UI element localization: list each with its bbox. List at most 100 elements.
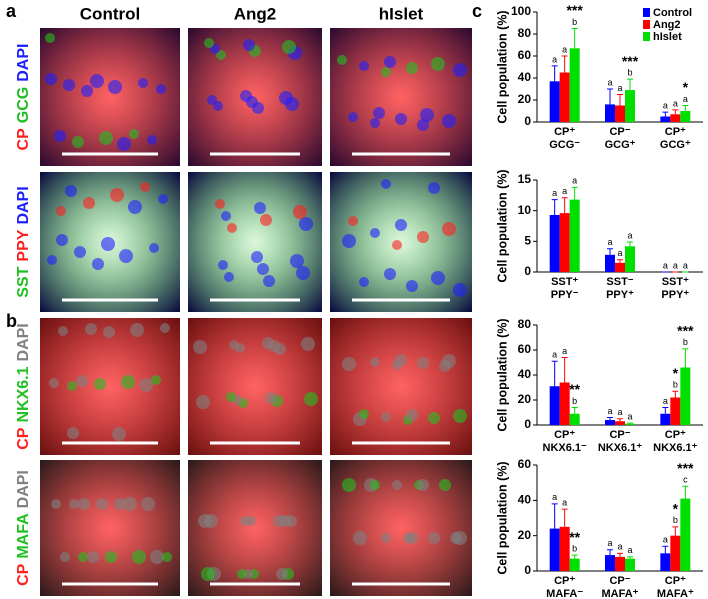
x-tick-label: NKX6.1⁻ [543, 442, 588, 454]
error-bar [561, 357, 568, 383]
significance-letter: a [627, 230, 632, 240]
error-bar [627, 556, 633, 559]
x-tick-label: GCG⁺ [605, 139, 636, 151]
cell [453, 283, 467, 297]
cell [276, 568, 288, 580]
row-label-word: MAFA [15, 513, 32, 559]
bar [605, 555, 615, 571]
cell [54, 130, 66, 142]
significance-stars: *** [622, 53, 639, 69]
cell [156, 84, 166, 94]
cell [110, 188, 124, 202]
error-bar [571, 407, 578, 414]
y-tick-label: 20 [518, 528, 532, 542]
cell [254, 202, 266, 214]
bar [670, 397, 681, 425]
significance-letter: a [607, 77, 612, 87]
y-tick-label: 40 [518, 493, 532, 507]
cell [99, 131, 113, 145]
significance-stars: * [683, 79, 689, 95]
cell [226, 392, 236, 402]
x-tick-label: GCG⁻ [549, 139, 580, 151]
significance-letter: a [572, 176, 577, 186]
legend-label: Ang2 [653, 19, 681, 31]
error-bar [627, 422, 633, 424]
significance-letter: b [673, 380, 678, 390]
error-bar [571, 554, 578, 559]
x-tick-label: CP⁺ [665, 575, 686, 587]
significance-letter: a [683, 94, 688, 104]
x-tick-label: SST⁻ [606, 276, 633, 288]
cell [406, 532, 418, 544]
error-bar [607, 417, 613, 420]
cell [453, 63, 467, 77]
significance-letter: a [663, 535, 668, 545]
row-label-word: SST [15, 266, 32, 297]
cell [395, 219, 407, 231]
significance-letter: a [552, 54, 557, 64]
error-bar [672, 109, 679, 115]
error-bar [561, 508, 568, 527]
column-header: Ang2 [234, 4, 277, 23]
error-bar [682, 348, 689, 368]
bar [559, 526, 570, 571]
bar [569, 48, 580, 122]
cell [406, 280, 418, 292]
y-tick-label: 20 [518, 392, 532, 406]
cell [85, 323, 97, 335]
row-label-word: CP [15, 427, 32, 450]
cell [78, 552, 88, 562]
cell [72, 136, 84, 148]
significance-letter: a [607, 237, 612, 247]
y-tick-label: 20 [518, 92, 532, 106]
cell [56, 206, 66, 216]
significance-letter: a [663, 396, 668, 406]
significance-letter: b [572, 543, 577, 553]
cell [138, 78, 148, 88]
cell [273, 515, 285, 527]
bar [569, 413, 580, 425]
cell [60, 552, 70, 562]
cell [112, 427, 126, 441]
row-label-word: DAPI [15, 323, 32, 361]
y-axis-label: Cell population (%) [495, 10, 509, 123]
row-label-word: GCG [15, 87, 32, 123]
bar [605, 254, 615, 272]
error-bar [617, 418, 623, 422]
significance-letter: a [627, 412, 632, 422]
x-tick-label: CP⁺ [554, 126, 575, 138]
error-bar [607, 88, 613, 105]
cell [442, 114, 456, 128]
x-tick-label: PPY⁻ [551, 289, 579, 301]
significance-letter: b [572, 17, 577, 27]
error-bar [571, 186, 578, 200]
significance-letter: b [627, 67, 632, 77]
cell [304, 392, 318, 406]
micrograph [188, 318, 322, 455]
bar [559, 72, 570, 122]
cell [128, 200, 142, 214]
cell [251, 251, 263, 263]
significance-letter: a [683, 260, 688, 270]
cell [395, 354, 407, 366]
legend-swatch [643, 8, 650, 17]
error-bar [607, 248, 613, 255]
cell [160, 323, 170, 333]
significance-letter: a [562, 186, 567, 196]
cell [359, 409, 369, 419]
cell [342, 357, 356, 371]
row-label-word: PPY [15, 229, 32, 261]
cell [215, 199, 225, 209]
x-tick-label: NKX6.1⁺ [653, 442, 698, 454]
bar [559, 213, 570, 272]
cell [384, 56, 396, 68]
cell [90, 74, 104, 88]
significance-letter: a [673, 260, 678, 270]
error-bar [607, 549, 613, 556]
cell [370, 118, 380, 128]
cell [381, 533, 391, 543]
cell [83, 197, 95, 209]
significance-letter: a [617, 83, 622, 93]
cell [257, 263, 269, 275]
